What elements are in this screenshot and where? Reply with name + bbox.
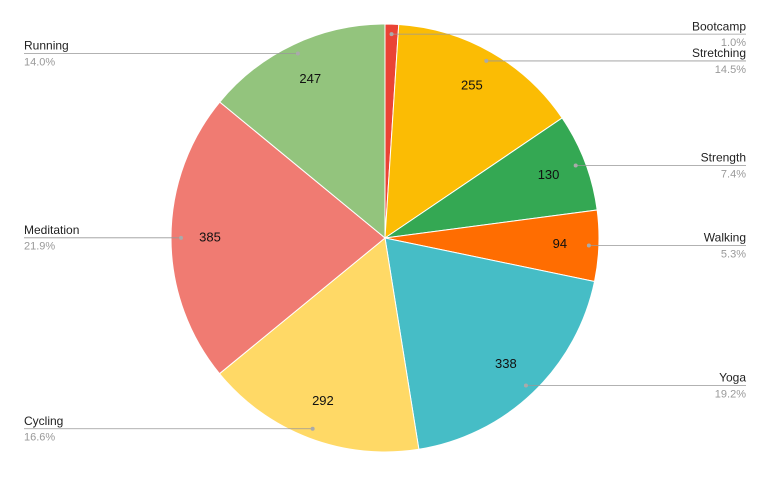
legend-label: Bootcamp [692, 19, 746, 33]
value-label: 130 [538, 167, 560, 182]
percent-label: 19.2% [715, 388, 746, 400]
percent-label: 5.3% [721, 248, 746, 260]
leader-dot [484, 58, 489, 63]
leader-dot [179, 235, 184, 240]
pie-slice [218, 237, 420, 453]
pie-slice [384, 237, 596, 450]
pie-slice [219, 23, 386, 240]
legend-label: Yoga [719, 371, 746, 385]
value-label: 247 [299, 71, 321, 86]
value-label: 292 [312, 393, 334, 408]
percent-label: 14.5% [715, 64, 746, 76]
value-label: 94 [553, 236, 567, 251]
percent-label: 16.6% [24, 432, 55, 444]
leader-dot [389, 32, 394, 37]
legend-label: Walking [704, 231, 746, 245]
percent-label: 21.9% [24, 241, 55, 253]
leader-dot [295, 51, 300, 56]
value-label: 338 [495, 356, 517, 371]
value-label: 385 [199, 229, 221, 244]
pie-slice [384, 23, 563, 239]
percent-label: 14.0% [24, 56, 55, 68]
legend-label: Meditation [24, 223, 79, 237]
legend-label: Cycling [24, 414, 63, 428]
legend-label: Stretching [692, 46, 746, 60]
leader-dot [310, 426, 315, 431]
pie-slice [384, 117, 598, 239]
value-label: 255 [461, 78, 483, 93]
leader-dot [586, 243, 591, 248]
legend-label: Strength [701, 151, 746, 165]
percent-label: 7.4% [721, 168, 746, 180]
legend-label: Running [24, 39, 69, 53]
leader-dot [523, 383, 528, 388]
leader-dot [573, 163, 578, 168]
percent-label: 1.0% [721, 37, 746, 49]
